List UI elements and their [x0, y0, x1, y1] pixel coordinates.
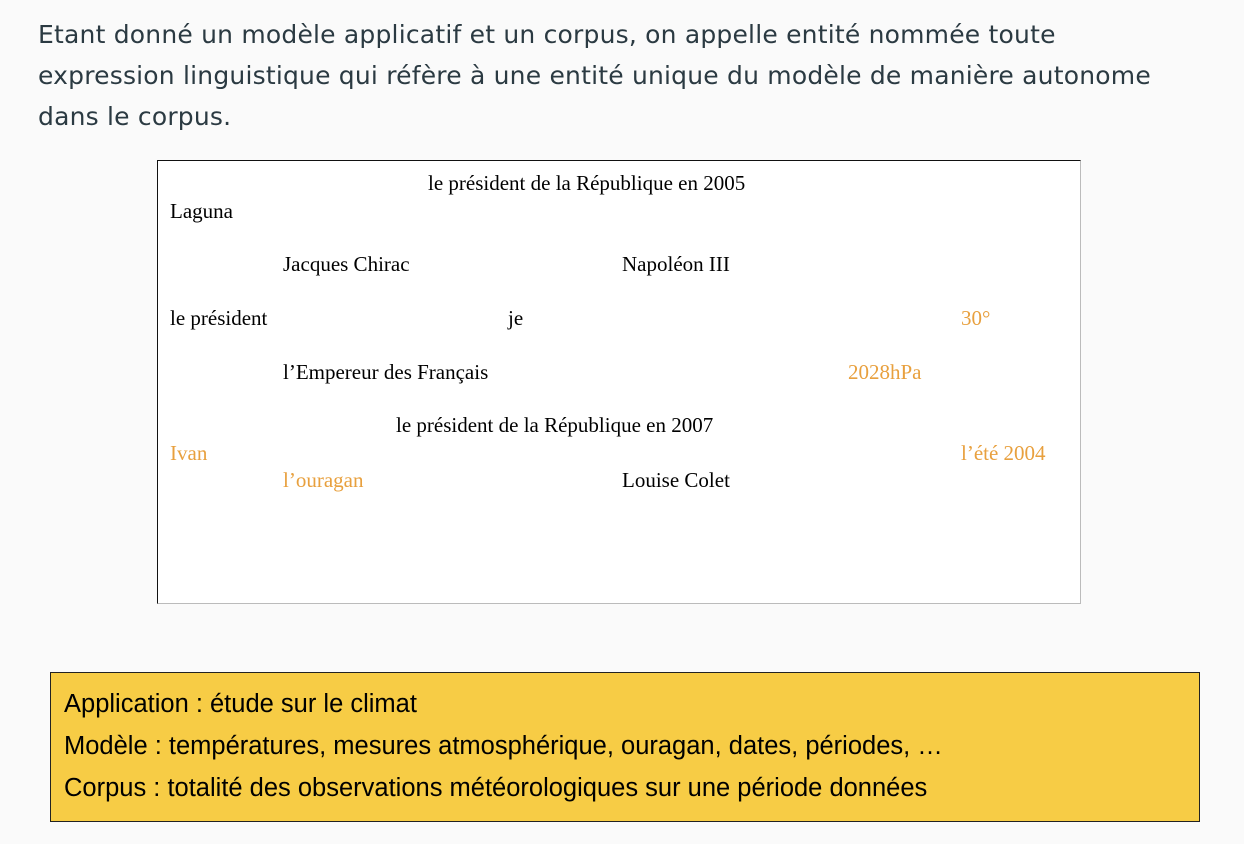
- entity-thirty-degrees: 30°: [961, 306, 991, 330]
- application-box: Application : étude sur le climat Modèle…: [50, 672, 1200, 822]
- entity-laguna: Laguna: [170, 199, 233, 223]
- entity-le-president: le président: [170, 306, 268, 330]
- entity-pressure: 2028hPa: [848, 360, 922, 384]
- entity-louise-colet: Louise Colet: [622, 468, 730, 492]
- entity-je: je: [508, 306, 524, 330]
- entity-jacques-chirac: Jacques Chirac: [283, 252, 410, 276]
- entity-napoleon-iii: Napoléon III: [622, 252, 730, 276]
- entity-ete-2004: l’été 2004: [961, 441, 1046, 465]
- entity-examples-box: le président de la République en 2005 La…: [157, 160, 1081, 604]
- entity-ivan: Ivan: [170, 441, 208, 465]
- application-line: Application : étude sur le climat: [64, 690, 417, 718]
- entity-ouragan: l’ouragan: [283, 468, 364, 492]
- entity-president-2005: le président de la République en 2005: [428, 171, 746, 195]
- definition-text: Etant donné un modèle applicatif et un c…: [38, 20, 1151, 131]
- model-line: Modèle : températures, mesures atmosphér…: [64, 732, 943, 760]
- entity-empereur: l’Empereur des Français: [283, 360, 489, 384]
- entity-president-2007: le président de la République en 2007: [396, 413, 714, 437]
- corpus-line: Corpus : totalité des observations météo…: [64, 774, 928, 802]
